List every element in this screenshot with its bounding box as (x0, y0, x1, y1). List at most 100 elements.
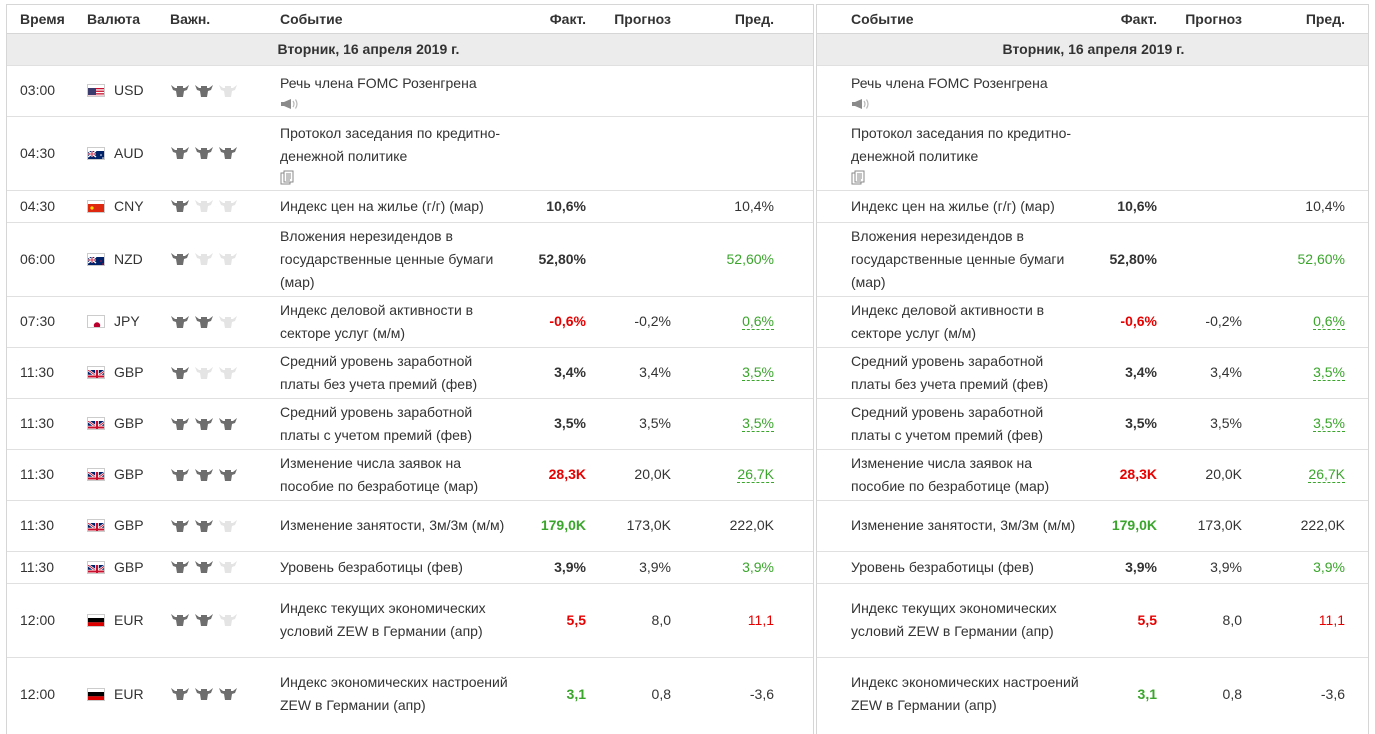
previous-text[interactable]: 3,5% (742, 364, 774, 381)
event-text[interactable]: Уровень безработицы (фев) (851, 558, 1034, 575)
event-name[interactable]: Индекс экономических настроений ZEW в Ге… (851, 656, 1086, 731)
event-text[interactable]: Вложения нерезидендов в государственные … (851, 227, 1065, 290)
event-row[interactable]: 07:30 JPY Индекс деловой активности в сект… (7, 295, 813, 347)
forecast-value (1157, 115, 1242, 190)
currency-cell: GBP (87, 499, 170, 551)
event-row[interactable]: Индекс экономических настроений ZEW в Ге… (817, 656, 1368, 731)
event-name[interactable]: Индекс текущих экономических условий ZEW… (851, 582, 1086, 657)
event-row[interactable]: 11:30 GBP Уровень безработицы (фев) 3,9% 3,9… (7, 550, 813, 583)
currency-code: EUR (114, 611, 144, 628)
event-row[interactable]: 11:30 GBP Изменение числа заявок на пособи… (7, 448, 813, 500)
previous-text[interactable]: 0,6% (1313, 313, 1345, 330)
event-text[interactable]: Средний уровень заработной платы без уче… (280, 352, 478, 392)
event-row[interactable]: Средний уровень заработной платы с учето… (817, 397, 1368, 449)
event-row[interactable]: 12:00 EUR Индекс экономических настроений … (7, 656, 813, 731)
event-name[interactable]: Вложения нерезидендов в государственные … (280, 221, 515, 296)
row-spacer (774, 115, 813, 190)
event-name[interactable]: Изменение занятости, 3м/3м (м/м) (851, 499, 1086, 551)
currency-code: GBP (114, 466, 144, 482)
previous-text[interactable]: 26,7K (737, 466, 774, 483)
event-text[interactable]: Вложения нерезидендов в государственные … (280, 227, 494, 290)
event-name[interactable]: Средний уровень заработной платы с учето… (280, 397, 515, 449)
event-row[interactable]: 12:00 EUR Индекс текущих экономических усл… (7, 582, 813, 657)
event-text[interactable]: Индекс деловой активности в секторе услу… (851, 301, 1045, 341)
event-row[interactable]: 04:30 AUD Протокол заседания по кредитно-д… (7, 115, 813, 190)
event-name[interactable]: Уровень безработицы (фев) (280, 550, 515, 583)
event-name[interactable]: Индекс экономических настроений ZEW в Ге… (280, 656, 515, 731)
event-text[interactable]: Речь члена FOMC Розенгрена (280, 74, 477, 91)
event-row[interactable]: 06:00 NZD Вложения нерезидендов в государс… (7, 221, 813, 296)
event-text[interactable]: Изменение числа заявок на пособие по без… (280, 454, 479, 494)
event-name[interactable]: Вложения нерезидендов в государственные … (851, 221, 1086, 296)
event-row[interactable]: Индекс деловой активности в секторе услу… (817, 295, 1368, 347)
event-text[interactable]: Индекс экономических настроений ZEW в Ге… (280, 674, 508, 714)
event-row[interactable]: 03:00 USD Речь члена FOMC Розенгрена (7, 64, 813, 116)
actual-value: 52,80% (515, 221, 586, 296)
event-row[interactable]: 11:30 GBP Средний уровень заработной платы… (7, 346, 813, 398)
previous-text[interactable]: 26,7K (1308, 466, 1345, 483)
event-name[interactable]: Средний уровень заработной платы без уче… (851, 346, 1086, 398)
event-name[interactable]: Индекс цен на жилье (г/г) (мар) (280, 189, 515, 222)
event-text[interactable]: Изменение занятости, 3м/3м (м/м) (851, 517, 1076, 533)
event-text[interactable]: Уровень безработицы (фев) (280, 558, 463, 575)
importance-rating (170, 199, 280, 213)
event-text[interactable]: Индекс текущих экономических условий ZEW… (851, 600, 1057, 639)
event-text[interactable]: Протокол заседания по кредитно-денежной … (851, 124, 1072, 164)
event-row[interactable]: Речь члена FOMC Розенгрена (817, 64, 1368, 116)
importance (170, 346, 280, 398)
event-text[interactable]: Изменение занятости, 3м/3м (м/м) (280, 517, 505, 533)
event-row[interactable]: Протокол заседания по кредитно-денежной … (817, 115, 1368, 190)
event-row[interactable]: 04:30 CNY Индекс цен на жилье (г/г) (мар) 1… (7, 189, 813, 222)
speaker-icon (280, 97, 509, 110)
event-row[interactable]: Вложения нерезидендов в государственные … (817, 221, 1368, 296)
event-text[interactable]: Индекс текущих экономических условий ZEW… (280, 600, 486, 639)
event-text[interactable]: Индекс экономических настроений ZEW в Ге… (851, 674, 1079, 714)
event-name[interactable]: Уровень безработицы (фев) (851, 550, 1086, 583)
event-name[interactable]: Речь члена FOMC Розенгрена (280, 64, 515, 116)
bull-icon (219, 468, 237, 481)
previous-text[interactable]: 3,5% (1313, 364, 1345, 381)
event-row[interactable]: Средний уровень заработной платы без уче… (817, 346, 1368, 398)
event-name[interactable]: Изменение числа заявок на пособие по без… (851, 448, 1086, 500)
previous-text[interactable]: 3,5% (742, 415, 774, 432)
event-name[interactable]: Изменение числа заявок на пособие по без… (280, 448, 515, 500)
event-row[interactable]: Уровень безработицы (фев) 3,9% 3,9% 3,9% (817, 550, 1368, 583)
bull-icon (195, 614, 213, 626)
event-row[interactable]: 11:30 GBP Средний уровень заработной платы… (7, 397, 813, 449)
event-text[interactable]: Индекс цен на жилье (г/г) (мар) (280, 197, 484, 214)
event-name[interactable]: Средний уровень заработной платы с учето… (851, 397, 1086, 449)
event-name[interactable]: Изменение занятости, 3м/3м (м/м) (280, 499, 515, 551)
event-name[interactable]: Индекс текущих экономических условий ZEW… (280, 582, 515, 657)
event-row[interactable]: Индекс цен на жилье (г/г) (мар) 10,6% 10,4… (817, 189, 1368, 222)
event-text[interactable]: Протокол заседания по кредитно-денежной … (280, 124, 501, 164)
event-row[interactable]: Изменение занятости, 3м/3м (м/м) 179,0K 17… (817, 499, 1368, 551)
event-text[interactable]: Индекс цен на жилье (г/г) (мар) (851, 197, 1055, 214)
previous-value: 11,1 (1242, 582, 1345, 657)
event-name[interactable]: Индекс деловой активности в секторе услу… (280, 295, 515, 347)
bull-icon (219, 614, 237, 626)
previous-text[interactable]: 3,5% (1313, 415, 1345, 432)
row-spacer (774, 582, 813, 657)
event-name[interactable]: Индекс цен на жилье (г/г) (мар) (851, 189, 1086, 222)
event-text[interactable]: Изменение числа заявок на пособие по без… (851, 454, 1050, 494)
event-text[interactable]: Индекс деловой активности в секторе услу… (280, 301, 474, 341)
previous-text[interactable]: 0,6% (742, 313, 774, 330)
event-name[interactable]: Средний уровень заработной платы без уче… (280, 346, 515, 398)
event-time: 06:00 (7, 221, 87, 296)
row-spacer (774, 656, 813, 731)
event-text[interactable]: Средний уровень заработной платы с учето… (280, 403, 473, 443)
event-name[interactable]: Протокол заседания по кредитно-денежной … (280, 115, 515, 190)
event-name[interactable]: Протокол заседания по кредитно-денежной … (851, 115, 1086, 190)
importance (170, 550, 280, 583)
event-name[interactable]: Речь члена FOMC Розенгрена (851, 64, 1086, 116)
event-row[interactable]: Изменение числа заявок на пособие по без… (817, 448, 1368, 500)
event-row[interactable]: Индекс текущих экономических условий ZEW… (817, 582, 1368, 657)
event-row[interactable]: 11:30 GBP Изменение занятости, 3м/3м (м/м)… (7, 499, 813, 551)
event-name[interactable]: Индекс деловой активности в секторе услу… (851, 295, 1086, 347)
row-spacer (1345, 295, 1368, 347)
event-text[interactable]: Средний уровень заработной платы с учето… (851, 403, 1044, 443)
actual-value: 28,3K (1086, 448, 1157, 500)
currency-code: CNY (114, 197, 144, 214)
event-text[interactable]: Речь члена FOMC Розенгрена (851, 74, 1048, 91)
event-text[interactable]: Средний уровень заработной платы без уче… (851, 352, 1049, 392)
